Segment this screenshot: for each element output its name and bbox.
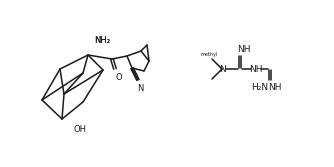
Text: H₂N: H₂N: [252, 82, 269, 92]
Text: NH: NH: [237, 44, 251, 53]
Text: methyl: methyl: [200, 51, 218, 56]
Text: N: N: [137, 84, 143, 93]
Text: NH₂: NH₂: [94, 36, 110, 44]
Text: OH: OH: [73, 125, 87, 134]
Text: NH₂: NH₂: [94, 36, 110, 44]
Text: O: O: [116, 72, 122, 81]
Text: N: N: [219, 64, 225, 73]
Text: NH: NH: [249, 64, 263, 73]
Text: NH: NH: [268, 82, 282, 92]
